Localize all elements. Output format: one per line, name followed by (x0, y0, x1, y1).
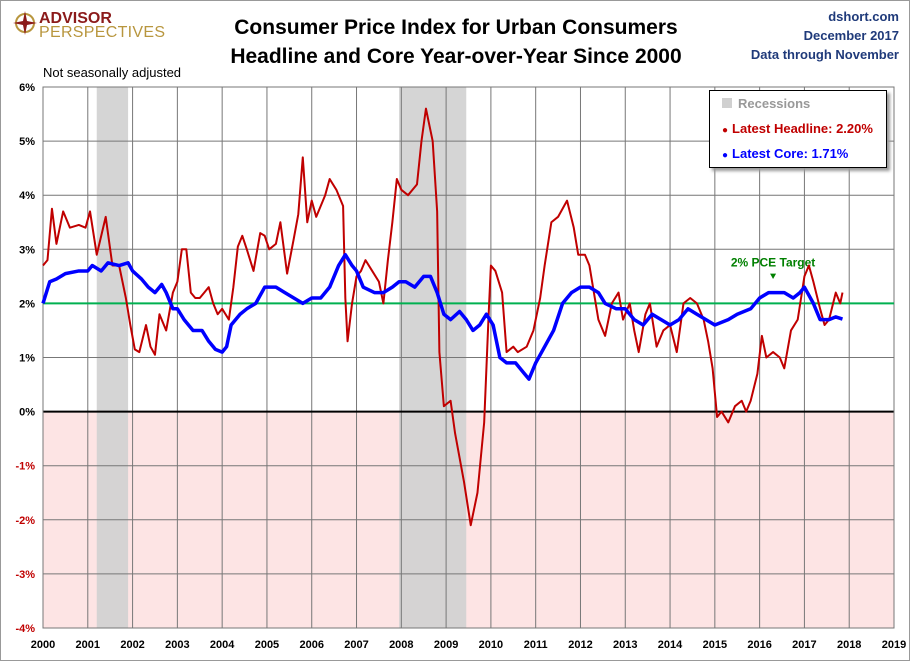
legend-core: ● Latest Core: 1.71% (722, 146, 848, 161)
recession-swatch-icon (722, 98, 732, 108)
logo-text: ADVISOR (39, 10, 112, 27)
series-line-headline (42, 107, 844, 527)
title-line-2: Headline and Core Year-over-Year Since 2… (230, 45, 682, 68)
target-marker-icon (770, 273, 777, 280)
legend-recessions-label: Recessions (738, 96, 811, 111)
x-tick-label: 2002 (120, 639, 144, 651)
x-tick-label: 2007 (344, 639, 368, 651)
x-tick-label: 2019 (882, 639, 906, 651)
headline-dot-icon: ● (722, 125, 729, 136)
x-tick-label: 2009 (434, 639, 458, 651)
x-tick-label: 2010 (479, 639, 503, 651)
x-tick-label: 2003 (165, 639, 189, 651)
chart-title: Consumer Price Index for Urban Consumers… (1, 13, 909, 71)
y-tick-label: 1% (19, 353, 35, 365)
x-tick-label: 2013 (613, 639, 637, 651)
y-tick-label: -3% (15, 569, 35, 581)
y-tick-label: 3% (19, 244, 35, 256)
x-tick-label: 2008 (389, 639, 413, 651)
x-tick-label: 2014 (658, 639, 683, 651)
legend-headline: ● Latest Headline: 2.20% (722, 121, 873, 136)
y-tick-label: -2% (15, 515, 35, 527)
y-tick-label: -4% (15, 623, 35, 635)
legend: Recessions ● Latest Headline: 2.20% ● Late… (709, 90, 887, 168)
date: December 2017 (803, 28, 899, 43)
x-tick-label: 2000 (31, 639, 55, 651)
legend-recessions: Recessions (722, 96, 810, 111)
source-block: dshort.com December 2017 Data through No… (751, 7, 899, 64)
x-tick-label: 2012 (568, 639, 592, 651)
logo-text-sub: PERSPECTIVES (39, 24, 166, 41)
x-tick-label: 2016 (747, 639, 771, 651)
x-tick-label: 2015 (703, 639, 727, 651)
y-tick-label: -1% (15, 461, 35, 473)
legend-headline-label: Latest Headline: 2.20% (732, 121, 873, 136)
x-tick-label: 2005 (255, 639, 279, 651)
source: dshort.com (828, 9, 899, 24)
logo-compass-icon (13, 11, 37, 35)
x-tick-label: 2011 (524, 639, 548, 651)
y-tick-label: 5% (19, 136, 35, 148)
series-line-core (41, 252, 844, 381)
y-tick-label: 0% (19, 407, 35, 419)
y-tick-label: 4% (19, 190, 35, 202)
target-label: 2% PCE Target (731, 256, 815, 270)
y-tick-label: 2% (19, 298, 35, 310)
x-tick-label: 2006 (299, 639, 323, 651)
plot-border (42, 86, 895, 629)
y-tick-label: 6% (19, 82, 35, 94)
x-tick-label: 2018 (837, 639, 861, 651)
title-line-1: Consumer Price Index for Urban Consumers (234, 16, 678, 39)
x-tick-label: 2017 (792, 639, 816, 651)
core-dot-icon: ● (722, 150, 729, 161)
data-through: Data through November (750, 47, 899, 62)
legend-core-label: Latest Core: 1.71% (732, 146, 849, 161)
x-tick-label: 2004 (210, 639, 235, 651)
note: Not seasonally adjusted (43, 65, 182, 80)
x-tick-label: 2001 (76, 639, 100, 651)
